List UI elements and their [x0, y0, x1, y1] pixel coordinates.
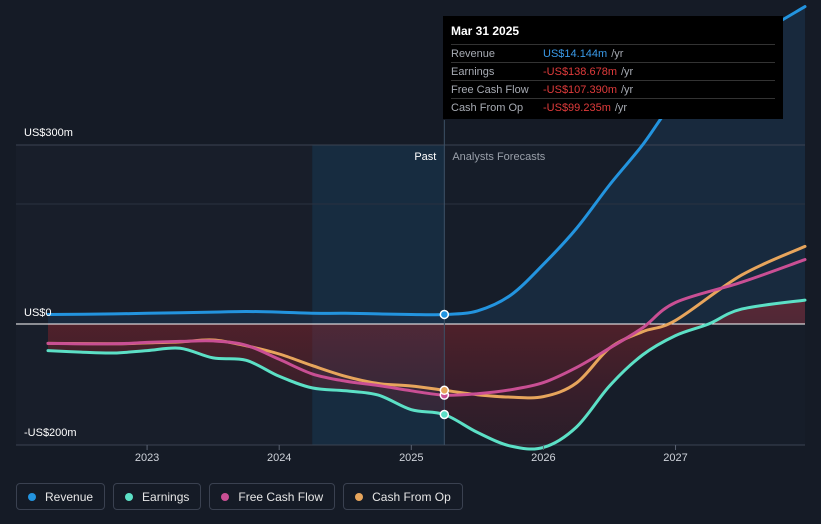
tooltip-row-revenue: Revenue US$14.144m /yr	[451, 44, 775, 62]
legend-label: Revenue	[45, 489, 94, 504]
x-tick-label: 2023	[135, 452, 159, 464]
tooltip-row-free-cash-flow: Free Cash Flow -US$107.390m /yr	[451, 80, 775, 98]
x-tick-label: 2027	[663, 452, 687, 464]
tooltip-date: Mar 31 2025	[451, 24, 520, 38]
tooltip-label: Free Cash Flow	[451, 83, 529, 96]
tooltip-label: Revenue	[451, 47, 496, 60]
past-region-bg	[16, 145, 313, 445]
cash-from-op-marker	[439, 385, 450, 396]
legend-label: Cash From Op	[372, 489, 451, 504]
tooltip-row-earnings: Earnings -US$138.678m /yr	[451, 62, 775, 80]
past-region-label: Past	[414, 151, 436, 163]
revenue-dot-icon	[28, 492, 36, 501]
tooltip-label: Cash From Op	[451, 101, 524, 114]
cash-from-op-dot-icon	[355, 492, 364, 501]
tooltip-unit: /yr	[611, 47, 624, 60]
legend-item-cash-from-op[interactable]: Cash From Op	[343, 483, 463, 510]
x-tick-label: 2024	[267, 452, 291, 464]
legend-item-earnings[interactable]: Earnings	[113, 483, 202, 510]
earnings-line	[46, 298, 807, 451]
x-tick-label: 2026	[531, 452, 555, 464]
forecast-region-label: Analysts Forecasts	[452, 151, 545, 163]
tooltip-value: -US$138.678m	[543, 65, 617, 78]
legend-label: Free Cash Flow	[238, 489, 324, 504]
earnings-area	[48, 300, 805, 450]
y-axis-label-zero: US$0	[24, 307, 52, 319]
chart-legend: Revenue Earnings Free Cash Flow Cash Fro…	[16, 483, 463, 510]
y-axis-label-bottom: -US$200m	[24, 427, 77, 439]
tooltip-label: Earnings	[451, 65, 495, 78]
revenue-area	[48, 6, 805, 324]
free-cash-flow-dot-icon	[221, 492, 230, 501]
legend-label: Earnings	[142, 489, 190, 504]
legend-item-revenue[interactable]: Revenue	[16, 483, 106, 510]
legend-item-free-cash-flow[interactable]: Free Cash Flow	[209, 483, 336, 510]
tooltip-unit: /yr	[614, 101, 628, 114]
x-tick-label: 2025	[399, 452, 423, 464]
tooltip-value: -US$99.235m	[543, 101, 611, 114]
data-tooltip: Mar 31 2025 Revenue US$14.144m /yr Earni…	[443, 16, 783, 119]
earnings-dot-icon	[125, 492, 134, 501]
tooltip-unit: /yr	[621, 65, 634, 78]
y-axis-label-top: US$300m	[24, 127, 73, 139]
tooltip-value: -US$107.390m	[543, 83, 617, 96]
earnings-marker	[439, 409, 450, 420]
free-cash-flow-line	[46, 258, 807, 397]
tooltip-unit: /yr	[621, 83, 634, 96]
tooltip-value: US$14.144m	[543, 47, 608, 60]
revenue-marker	[439, 309, 450, 320]
tooltip-row-cash-from-op: Cash From Op -US$99.235m /yr	[451, 98, 775, 116]
